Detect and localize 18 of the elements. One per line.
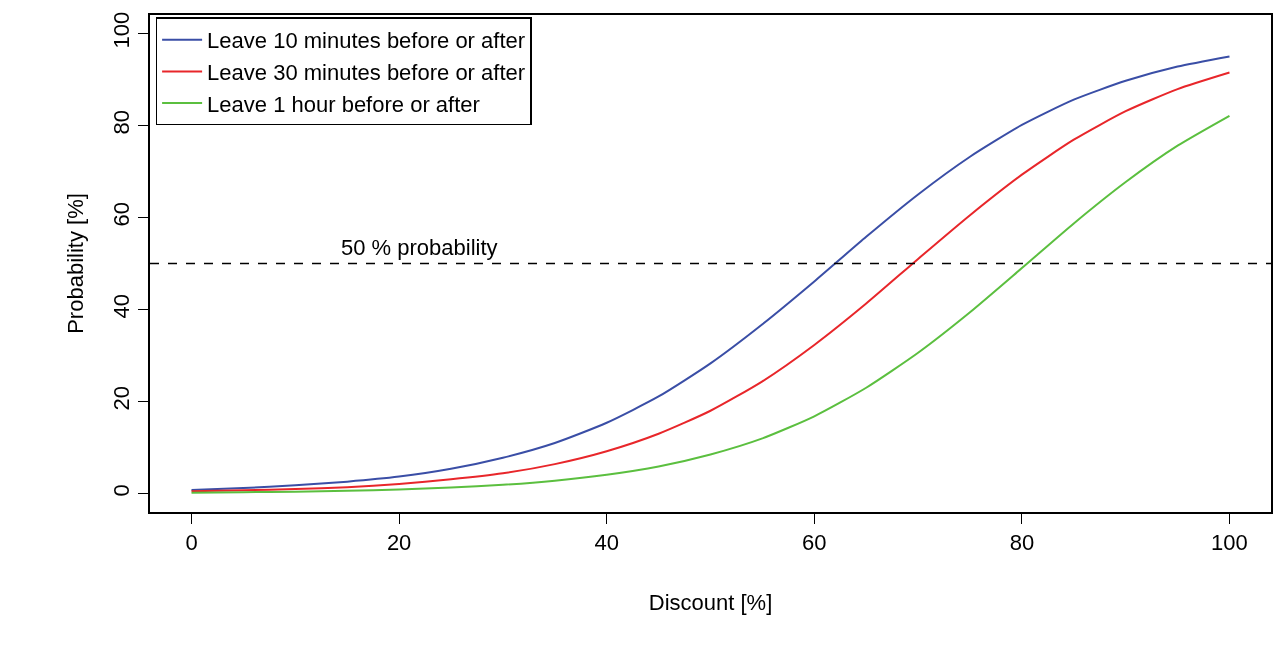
x-tick-label: 40 [594,530,619,556]
y-tick-label: 80 [109,109,135,135]
legend-label: Leave 30 minutes before or after [207,59,526,85]
y-tick-label: 60 [109,201,135,227]
y-tick-label: 20 [109,386,135,411]
x-tick-label: 0 [185,530,198,556]
legend-label: Leave 1 hour before or after [207,91,480,117]
y-axis-title: Probability [%] [62,193,88,334]
y-tick-label: 0 [109,484,135,497]
y-tick-label: 40 [109,293,135,319]
y-tick-label: 100 [109,11,135,49]
x-tick-label: 60 [802,530,827,556]
legend-label: Leave 10 minutes before or after [207,28,526,54]
ref-line-label: 50 % probability [341,235,498,260]
x-tick-label: 20 [386,530,412,556]
x-tick-label: 100 [1211,530,1248,556]
x-tick-label: 80 [1009,530,1035,556]
x-axis-title: Discount [%] [648,589,773,615]
